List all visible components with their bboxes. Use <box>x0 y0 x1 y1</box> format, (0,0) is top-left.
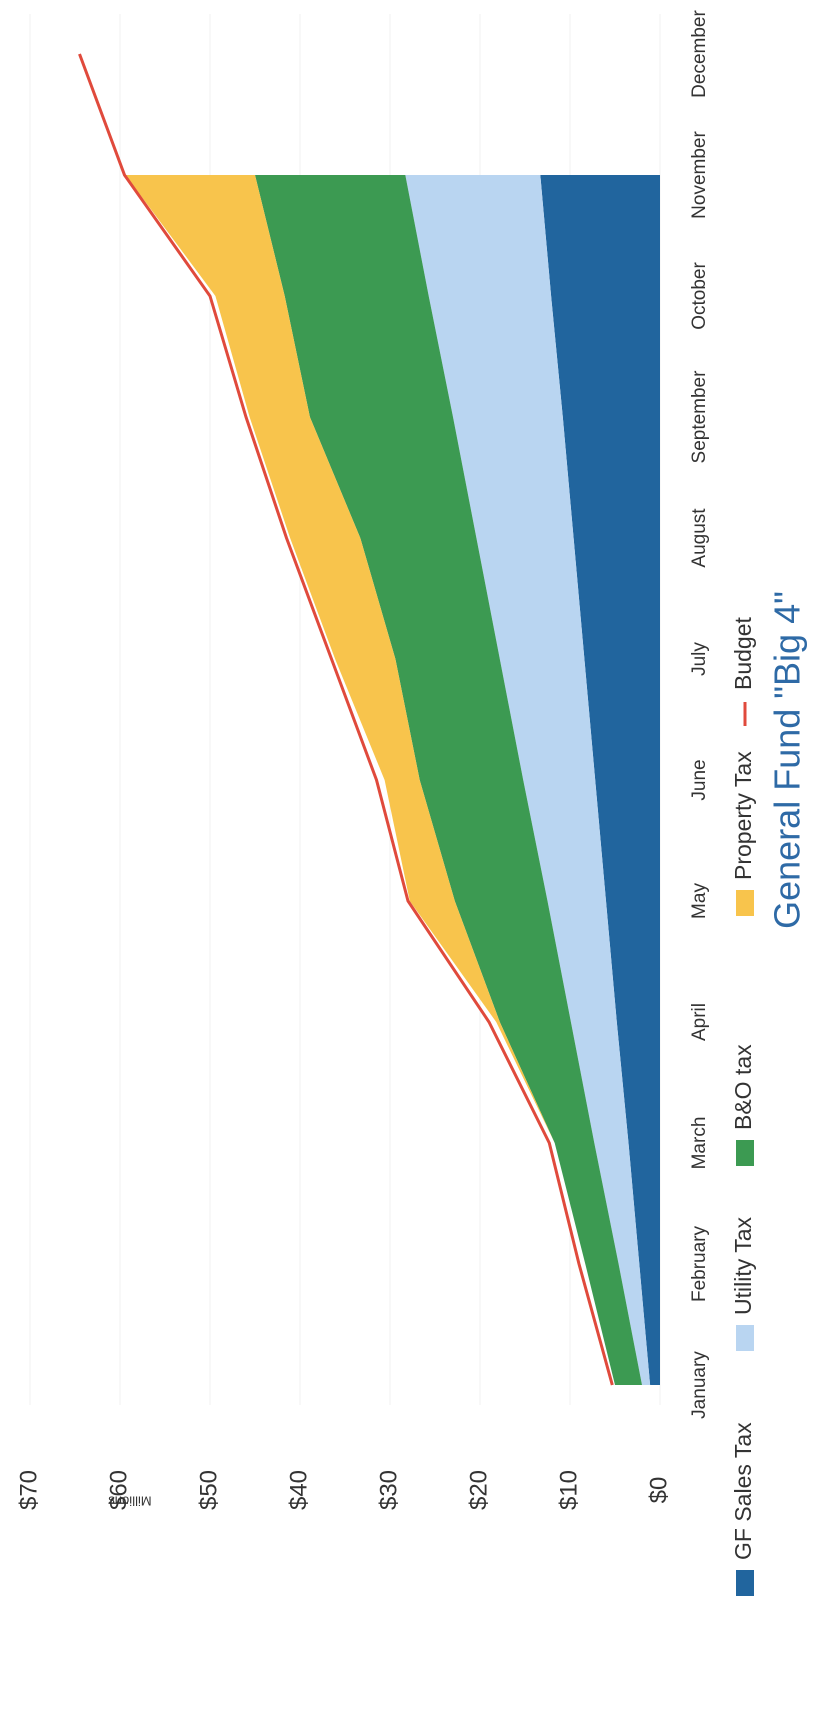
x-tick-label: May <box>689 883 710 919</box>
area <box>405 175 651 1385</box>
legend-label: Budget <box>730 616 756 690</box>
x-tick-label: October <box>689 262 710 330</box>
legend-label: B&O tax <box>730 1044 756 1130</box>
x-tick-label: March <box>689 1117 710 1170</box>
area <box>255 175 642 1385</box>
x-tick-label: September <box>689 370 710 464</box>
x-tick-label: July <box>689 642 710 676</box>
y-tick-label: $20 <box>465 1470 492 1510</box>
legend-label: Utility Tax <box>730 1217 756 1315</box>
legend-swatch <box>736 1570 754 1596</box>
x-tick-label: November <box>689 131 710 219</box>
x-tick-label: February <box>689 1225 710 1302</box>
legend-swatch <box>736 890 754 916</box>
y-tick-label: $50 <box>195 1470 222 1510</box>
legend-label: Property Tax <box>730 751 756 880</box>
x-tick-label: August <box>689 508 710 568</box>
y-axis-label: Millions <box>108 1494 152 1509</box>
y-tick-label: $70 <box>15 1470 42 1510</box>
legend-swatch <box>736 1140 754 1166</box>
legend-label: GF Sales Tax <box>730 1422 756 1560</box>
y-tick-label: $0 <box>645 1477 672 1504</box>
x-tick-label: April <box>689 1003 710 1041</box>
legend-swatch <box>736 1325 754 1351</box>
x-tick-label: June <box>689 759 710 800</box>
area <box>540 175 660 1385</box>
x-tick-label: January <box>689 1351 710 1419</box>
x-tick-label: December <box>689 10 710 98</box>
line <box>78 53 614 1386</box>
y-tick-label: $10 <box>555 1470 582 1510</box>
y-tick-label: $40 <box>285 1470 312 1510</box>
y-tick-label: $30 <box>375 1470 402 1510</box>
chart-title: General Fund "Big 4" <box>767 591 808 929</box>
y-tick-label: $60 <box>105 1470 132 1510</box>
